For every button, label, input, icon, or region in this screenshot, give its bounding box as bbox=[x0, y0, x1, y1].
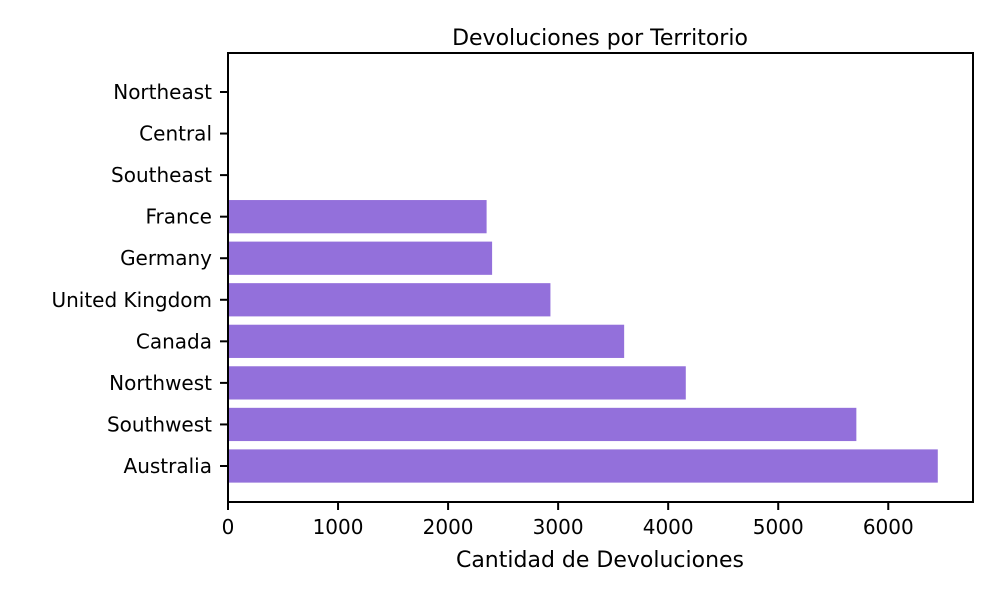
y-tick-label: Central bbox=[139, 122, 212, 146]
y-tick-label: Northwest bbox=[109, 371, 212, 395]
x-tick-label: 6000 bbox=[863, 515, 914, 539]
bar bbox=[228, 449, 938, 483]
bar bbox=[228, 283, 551, 317]
chart-title: Devoluciones por Territorio bbox=[452, 26, 748, 51]
bar bbox=[228, 366, 686, 400]
plot-frame bbox=[227, 52, 974, 503]
bar bbox=[228, 324, 625, 358]
x-tick-label: 2000 bbox=[423, 515, 474, 539]
x-tick-label: 4000 bbox=[643, 515, 694, 539]
x-tick-label: 0 bbox=[222, 515, 235, 539]
y-tick-label: Germany bbox=[120, 246, 212, 270]
y-tick-label: United Kingdom bbox=[51, 288, 212, 312]
y-tick-label: Southwest bbox=[107, 412, 212, 436]
x-tick-label: 1000 bbox=[313, 515, 364, 539]
y-tick-label: Canada bbox=[136, 329, 212, 353]
bar bbox=[228, 200, 487, 234]
bar bbox=[228, 241, 493, 275]
y-axis: Australia Southwest Northwest Canada United … bbox=[51, 80, 228, 478]
y-tick-label: France bbox=[145, 205, 212, 229]
x-tick-label: 5000 bbox=[753, 515, 804, 539]
x-axis: 0 1000 2000 3000 4000 5000 6000 bbox=[222, 502, 914, 539]
y-tick-label: Southeast bbox=[111, 163, 212, 187]
bars-layer bbox=[228, 200, 938, 483]
y-tick-label: Australia bbox=[124, 454, 212, 478]
x-tick-label: 3000 bbox=[533, 515, 584, 539]
bar bbox=[228, 407, 857, 442]
x-axis-label: Cantidad de Devoluciones bbox=[456, 548, 744, 573]
y-tick-label: Northeast bbox=[113, 80, 212, 104]
